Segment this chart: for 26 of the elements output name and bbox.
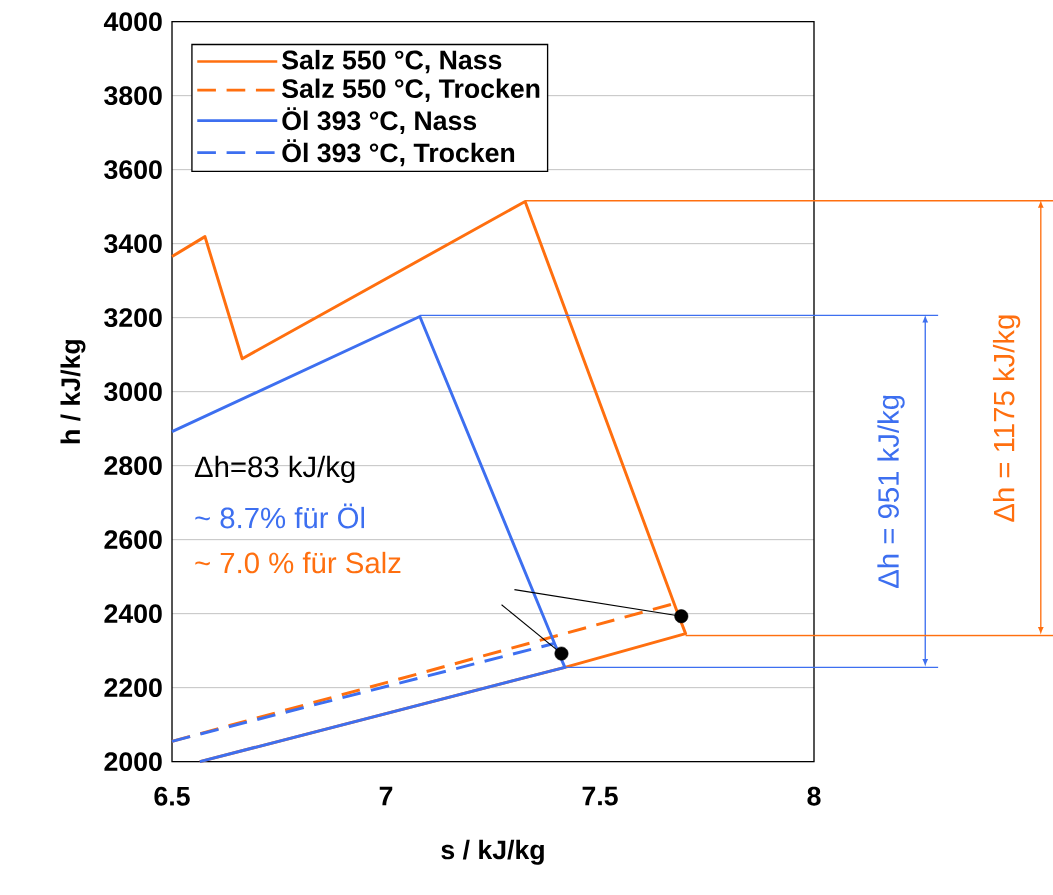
y-tick-label: 2200: [104, 678, 162, 698]
x-tick-label: 8: [807, 786, 821, 806]
x-tick-label: 6.5: [154, 786, 190, 806]
annotation: ~ 8.7% für Öl: [195, 503, 365, 529]
legend-label: Salz 550 °C, Trocken: [282, 78, 540, 102]
y-tick-label: 4000: [103, 12, 162, 32]
y-tick-label: 3800: [104, 86, 162, 106]
annotation: Δh=83 kJ/kg: [194, 455, 355, 484]
y-tick-label: 3400: [104, 234, 162, 254]
legend-label: Öl 393 °C, Trocken: [282, 139, 515, 167]
legend-label: Salz 550 °C, Nass: [282, 49, 502, 74]
y-tick-label: 3600: [104, 160, 162, 180]
text: Δh = 951 kJ/kg: [877, 395, 905, 588]
annotation: ~ 7.0 % für Salz: [195, 551, 401, 574]
y-axis-title: h / kJ/kg: [60, 340, 86, 444]
text: Δh = 1175 kJ/kg: [992, 315, 1021, 522]
x-tick-label: 7: [379, 786, 393, 806]
y-tick-label: 3200: [104, 308, 162, 328]
y-tick-label: 2400: [104, 604, 162, 624]
y-tick-label: 2800: [104, 456, 162, 476]
x-axis-title: s / kJ/kg: [441, 839, 544, 865]
legend-label: Öl 393 °C, Nass: [282, 107, 477, 135]
y-tick-label: 3000: [104, 382, 162, 402]
x-tick-label: 7.5: [582, 786, 618, 806]
y-tick-label: 2600: [104, 530, 162, 550]
y-tick-label: 2000: [104, 752, 162, 772]
